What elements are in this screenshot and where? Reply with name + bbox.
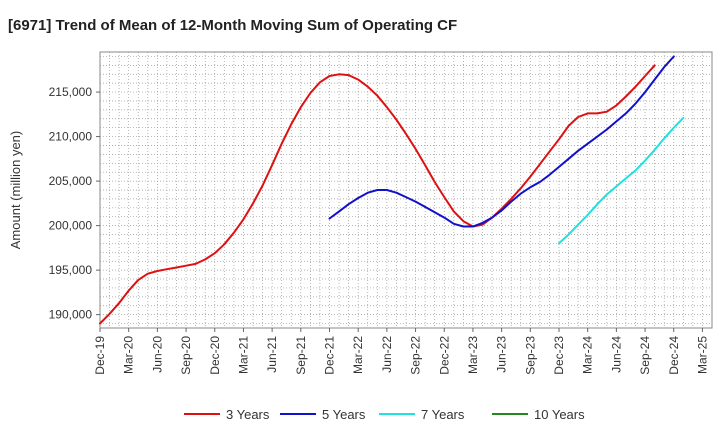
x-tick-label: Dec-21 [323, 336, 337, 375]
x-tick-label: Jun-20 [150, 336, 164, 373]
x-tick-label: Mar-20 [122, 336, 136, 374]
x-tick-label: Dec-22 [437, 336, 451, 375]
y-tick-label: 205,000 [49, 174, 93, 188]
x-tick-label: Dec-24 [667, 336, 681, 375]
x-tick-label: Jun-22 [380, 336, 394, 373]
x-tick-label: Dec-19 [93, 336, 107, 375]
series-line-3-years [99, 64, 656, 325]
x-tick-label: Sep-21 [294, 336, 308, 375]
y-axis: 190,000 195,000 200,000 205,000 210,000 215,0… [49, 85, 100, 322]
y-axis-label: Amount (million yen) [8, 131, 23, 250]
x-tick-label: Jun-23 [495, 336, 509, 373]
x-tick-label: Mar-22 [351, 336, 365, 374]
series-lines [99, 55, 685, 325]
legend-label: 7 Years [421, 407, 465, 422]
y-tick-label: 215,000 [49, 85, 93, 99]
x-tick-label: Dec-23 [552, 336, 566, 375]
x-tick-label: Jun-21 [265, 336, 279, 373]
y-tick-label: 200,000 [49, 219, 93, 233]
x-tick-label: Mar-23 [466, 336, 480, 374]
legend-label: 3 Years [226, 407, 270, 422]
gridlines [100, 52, 712, 328]
x-tick-label: Mar-24 [581, 336, 595, 374]
chart-title: [6971] Trend of Mean of 12-Month Moving … [8, 17, 457, 34]
x-tick-label: Sep-24 [638, 336, 652, 375]
x-tick-label: Jun-24 [609, 336, 623, 373]
y-tick-label: 190,000 [49, 308, 93, 322]
x-tick-label: Dec-20 [208, 336, 222, 375]
legend-label: 5 Years [322, 407, 366, 422]
y-tick-label: 210,000 [49, 130, 93, 144]
x-tick-label: Sep-23 [523, 336, 537, 375]
x-tick-label: Mar-21 [236, 336, 250, 374]
x-tick-label: Sep-22 [409, 336, 423, 375]
legend: 3 Years 5 Years 7 Years 10 Years [184, 407, 585, 422]
x-tick-label: Mar-25 [695, 336, 709, 374]
series-line-5-years [328, 55, 675, 228]
series-line-7-years [558, 116, 685, 245]
legend-label: 10 Years [534, 407, 585, 422]
x-tick-label: Sep-20 [179, 336, 193, 375]
x-axis: Dec-19 Mar-20 Jun-20 Sep-20 Dec-20 Mar-21 Jun-… [93, 328, 709, 375]
y-tick-label: 195,000 [49, 263, 93, 277]
